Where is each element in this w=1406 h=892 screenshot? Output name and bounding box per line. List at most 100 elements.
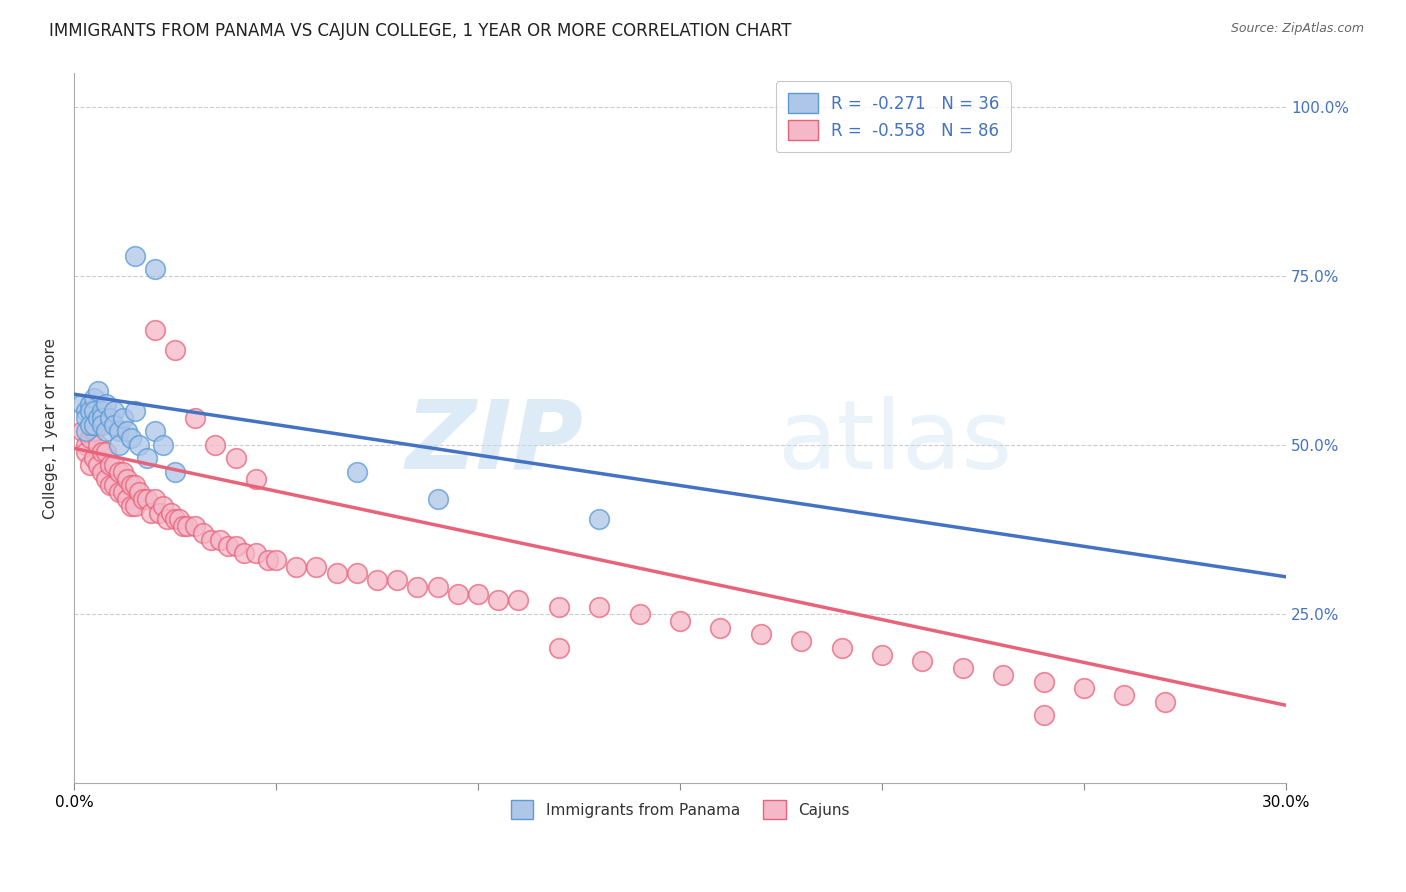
Point bbox=[128, 485, 150, 500]
Point bbox=[124, 249, 146, 263]
Point bbox=[103, 417, 125, 432]
Point bbox=[91, 410, 114, 425]
Point bbox=[87, 410, 110, 425]
Point bbox=[115, 472, 138, 486]
Point bbox=[172, 519, 194, 533]
Point bbox=[124, 499, 146, 513]
Point bbox=[486, 593, 509, 607]
Point bbox=[547, 600, 569, 615]
Point bbox=[143, 323, 166, 337]
Point bbox=[91, 465, 114, 479]
Point bbox=[79, 417, 101, 432]
Point bbox=[165, 465, 187, 479]
Point bbox=[120, 431, 142, 445]
Point bbox=[75, 425, 97, 439]
Point bbox=[75, 444, 97, 458]
Point bbox=[1153, 695, 1175, 709]
Point bbox=[588, 600, 610, 615]
Point bbox=[204, 438, 226, 452]
Point bbox=[100, 478, 122, 492]
Point bbox=[135, 451, 157, 466]
Point bbox=[83, 391, 105, 405]
Point bbox=[245, 546, 267, 560]
Point bbox=[103, 404, 125, 418]
Point bbox=[115, 425, 138, 439]
Point bbox=[346, 566, 368, 581]
Point bbox=[87, 384, 110, 398]
Point bbox=[79, 397, 101, 411]
Point bbox=[1073, 681, 1095, 696]
Point bbox=[325, 566, 347, 581]
Point bbox=[96, 425, 118, 439]
Point bbox=[103, 458, 125, 473]
Point bbox=[79, 431, 101, 445]
Point bbox=[120, 499, 142, 513]
Point bbox=[79, 458, 101, 473]
Point bbox=[346, 465, 368, 479]
Point bbox=[124, 404, 146, 418]
Point bbox=[508, 593, 530, 607]
Point bbox=[152, 499, 174, 513]
Point bbox=[167, 512, 190, 526]
Point bbox=[148, 506, 170, 520]
Point bbox=[628, 607, 651, 621]
Point bbox=[257, 553, 280, 567]
Point bbox=[100, 410, 122, 425]
Text: Source: ZipAtlas.com: Source: ZipAtlas.com bbox=[1230, 22, 1364, 36]
Point bbox=[139, 506, 162, 520]
Point bbox=[790, 634, 813, 648]
Point bbox=[669, 614, 692, 628]
Point bbox=[103, 478, 125, 492]
Point bbox=[152, 438, 174, 452]
Y-axis label: College, 1 year or more: College, 1 year or more bbox=[44, 337, 58, 518]
Point bbox=[285, 559, 308, 574]
Point bbox=[75, 410, 97, 425]
Point bbox=[1032, 674, 1054, 689]
Point bbox=[143, 262, 166, 277]
Point bbox=[91, 417, 114, 432]
Point bbox=[128, 438, 150, 452]
Point bbox=[115, 491, 138, 506]
Point bbox=[107, 438, 129, 452]
Point bbox=[70, 397, 93, 411]
Point bbox=[993, 668, 1015, 682]
Point bbox=[225, 451, 247, 466]
Point bbox=[107, 485, 129, 500]
Point bbox=[184, 410, 207, 425]
Point bbox=[83, 404, 105, 418]
Point bbox=[176, 519, 198, 533]
Point bbox=[111, 465, 134, 479]
Point bbox=[426, 580, 449, 594]
Point bbox=[184, 519, 207, 533]
Point bbox=[96, 444, 118, 458]
Text: IMMIGRANTS FROM PANAMA VS CAJUN COLLEGE, 1 YEAR OR MORE CORRELATION CHART: IMMIGRANTS FROM PANAMA VS CAJUN COLLEGE,… bbox=[49, 22, 792, 40]
Point bbox=[426, 491, 449, 506]
Point bbox=[135, 491, 157, 506]
Point bbox=[366, 573, 388, 587]
Point bbox=[120, 478, 142, 492]
Point bbox=[447, 587, 470, 601]
Text: ZIP: ZIP bbox=[405, 396, 583, 489]
Point bbox=[387, 573, 409, 587]
Point bbox=[83, 451, 105, 466]
Point bbox=[208, 533, 231, 547]
Point bbox=[264, 553, 287, 567]
Legend: Immigrants from Panama, Cajuns: Immigrants from Panama, Cajuns bbox=[505, 794, 856, 825]
Point bbox=[96, 472, 118, 486]
Point bbox=[70, 425, 93, 439]
Point bbox=[107, 425, 129, 439]
Point bbox=[467, 587, 489, 601]
Point bbox=[111, 485, 134, 500]
Point bbox=[83, 425, 105, 439]
Text: atlas: atlas bbox=[778, 396, 1012, 489]
Point bbox=[143, 425, 166, 439]
Point bbox=[165, 343, 187, 358]
Point bbox=[831, 640, 853, 655]
Point bbox=[75, 438, 97, 452]
Point bbox=[87, 458, 110, 473]
Point bbox=[160, 506, 183, 520]
Point bbox=[165, 512, 187, 526]
Point bbox=[96, 397, 118, 411]
Point bbox=[305, 559, 328, 574]
Point bbox=[911, 654, 934, 668]
